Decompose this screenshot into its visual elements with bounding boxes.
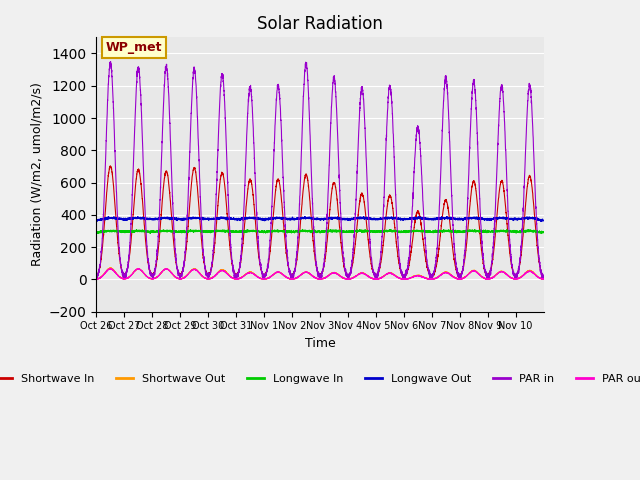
Shortwave Out: [442, 269, 450, 275]
Shortwave Out: [464, 272, 472, 277]
Longwave Out: [185, 216, 193, 221]
Longwave Out: [443, 214, 451, 219]
Shortwave In: [442, 197, 450, 203]
Longwave In: [476, 228, 483, 234]
PAR out: [442, 269, 450, 275]
Legend: Shortwave In, Shortwave Out, Longwave In, Longwave Out, PAR in, PAR out: Shortwave In, Shortwave Out, Longwave In…: [0, 370, 640, 388]
PAR out: [186, 270, 193, 276]
Longwave In: [464, 229, 472, 235]
PAR in: [540, 276, 547, 281]
PAR in: [360, 104, 368, 110]
Shortwave Out: [336, 273, 344, 278]
Shortwave Out: [93, 276, 100, 282]
PAR out: [360, 271, 367, 276]
Longwave In: [186, 228, 193, 234]
Longwave Out: [336, 216, 344, 221]
Longwave In: [298, 227, 306, 232]
Line: Shortwave In: Shortwave In: [97, 166, 543, 278]
Shortwave In: [540, 274, 547, 280]
Line: PAR in: PAR in: [97, 61, 543, 279]
Shortwave Out: [106, 265, 114, 271]
PAR out: [336, 273, 344, 279]
PAR in: [186, 161, 193, 167]
Longwave Out: [540, 217, 547, 223]
Longwave Out: [537, 218, 545, 224]
Shortwave In: [360, 197, 367, 203]
Shortwave In: [336, 228, 344, 234]
PAR out: [540, 276, 547, 282]
Longwave Out: [442, 215, 450, 220]
PAR in: [476, 190, 483, 196]
Shortwave Out: [476, 272, 483, 277]
Longwave In: [442, 228, 450, 234]
Shortwave Out: [373, 276, 381, 282]
Line: Shortwave Out: Shortwave Out: [97, 268, 543, 279]
Longwave Out: [464, 215, 472, 221]
Shortwave In: [186, 209, 193, 215]
Longwave In: [336, 228, 344, 234]
Shortwave In: [106, 163, 114, 169]
Y-axis label: Radiation (W/m2, umol/m2/s): Radiation (W/m2, umol/m2/s): [30, 83, 44, 266]
PAR out: [464, 272, 472, 277]
Line: PAR out: PAR out: [97, 268, 543, 279]
PAR in: [107, 59, 115, 64]
Shortwave In: [464, 225, 472, 230]
Shortwave Out: [360, 271, 367, 276]
PAR in: [442, 73, 450, 79]
Shortwave In: [476, 226, 483, 231]
PAR in: [93, 273, 100, 278]
Title: Solar Radiation: Solar Radiation: [257, 15, 383, 33]
Shortwave In: [93, 274, 100, 280]
PAR out: [107, 265, 115, 271]
Longwave In: [93, 229, 100, 235]
PAR in: [336, 193, 344, 199]
Longwave Out: [93, 217, 100, 223]
X-axis label: Time: Time: [305, 337, 335, 350]
Longwave Out: [476, 215, 483, 220]
Shortwave Out: [540, 276, 547, 282]
Line: Longwave In: Longwave In: [97, 229, 543, 233]
Shortwave Out: [186, 270, 193, 276]
PAR out: [476, 272, 483, 277]
Longwave Out: [360, 215, 367, 220]
Longwave In: [540, 229, 547, 235]
Line: Longwave Out: Longwave Out: [97, 216, 543, 221]
PAR in: [93, 276, 101, 282]
Longwave In: [147, 230, 154, 236]
PAR out: [93, 276, 100, 282]
Longwave In: [360, 228, 368, 234]
PAR in: [464, 189, 472, 194]
Text: WP_met: WP_met: [106, 41, 162, 54]
PAR out: [399, 276, 407, 282]
Shortwave In: [428, 275, 435, 281]
